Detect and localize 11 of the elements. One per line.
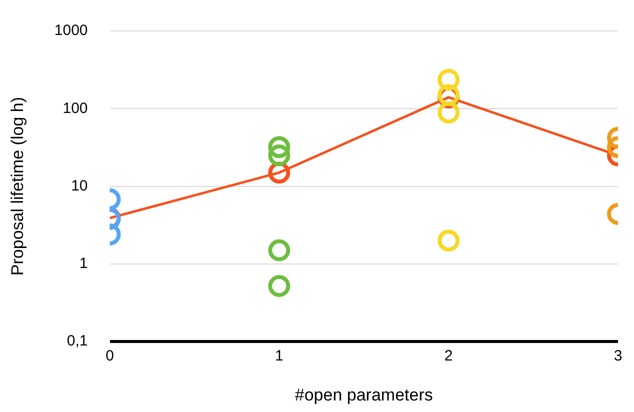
y-tick-label: 10 <box>71 177 88 194</box>
y-axis-title: Proposal lifetime (log h) <box>8 97 27 276</box>
y-tick-label: 100 <box>62 100 88 117</box>
x-tick-label: 3 <box>614 348 622 365</box>
x-tick-label: 0 <box>106 348 114 365</box>
y-tick-label: 1 <box>79 255 88 272</box>
y-tick-label: 0,1 <box>66 332 88 350</box>
y-tick-label: 1000 <box>54 22 88 40</box>
x-tick-label: 1 <box>275 348 284 365</box>
x-tick-label: 2 <box>444 348 453 365</box>
x-axis-title: #open parameters <box>294 385 433 404</box>
